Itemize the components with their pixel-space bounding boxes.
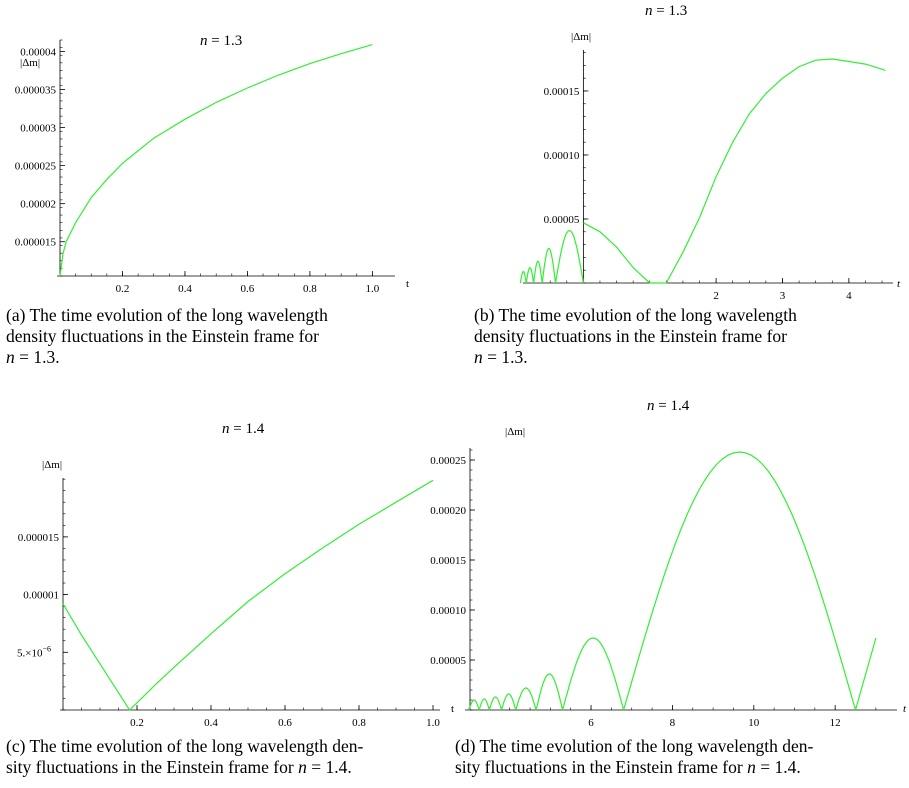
plot-d: n = 1.4 |Δm| t 6 8 10 12 0.00005 0.00010 0.000…	[430, 398, 907, 729]
x-tick-label: 3	[780, 290, 786, 302]
series-line	[583, 58, 886, 284]
series-line	[478, 698, 490, 711]
panel-b: n = 1.3 |Δm| t 2 3 4 0.00005 0.00010 0.00015 …	[459, 0, 909, 390]
x-tick-label: 0.4	[178, 283, 192, 295]
plot-d-xlabel: t	[903, 703, 907, 715]
panel-c: n = 1.4 |Δm| t 0.2 0.4 0.6 0.8 1.0 5.×10−6 0.0…	[0, 390, 454, 788]
caption-d: (d) The time evolution of the long wavel…	[455, 736, 814, 777]
y-tick-label: 0.000015	[18, 532, 60, 544]
plot-a-xlabel: t	[406, 278, 409, 290]
plot-a-title: n = 1.3	[200, 33, 242, 49]
y-tick-label: 0.000025	[15, 161, 57, 173]
series-line	[519, 270, 527, 284]
plot-c-xlabel: t	[451, 703, 454, 715]
plot-b-title: n = 1.3	[645, 3, 687, 19]
panel-d: n = 1.4 |Δm| t 6 8 10 12 0.00005 0.00010 0.000…	[430, 390, 909, 788]
y-tick-label: 0.00003	[20, 123, 56, 135]
x-tick-label: 12	[830, 717, 841, 729]
series-line	[854, 637, 877, 711]
series-line	[562, 637, 625, 711]
y-tick-label: 0.00010	[544, 150, 580, 162]
x-tick-label: 0.6	[241, 283, 255, 295]
y-tick-label: 5.×10−6	[17, 644, 51, 659]
y-tick-label: 0.00005	[544, 214, 580, 226]
series-line	[525, 266, 535, 284]
plot-c-title: n = 1.4	[222, 421, 265, 437]
x-tick-label: 4	[846, 290, 852, 302]
x-tick-label: 0.2	[116, 283, 130, 295]
y-tick-label: 0.00015	[430, 555, 466, 567]
y-tick-label: 0.00020	[430, 505, 466, 517]
plot-d-ylabel: |Δm|	[505, 426, 525, 438]
y-tick-label: 0.00015	[544, 86, 580, 98]
series-line	[515, 687, 537, 711]
y-tick-label: 0.000015	[15, 237, 57, 249]
y-tick-label: 0.00025	[430, 455, 466, 467]
plot-c-ylabel: |Δm|	[42, 459, 62, 471]
plot-a-ylabel: |Δm|	[20, 57, 40, 69]
caption-a: (a) The time evolution of the long wavel…	[6, 305, 328, 367]
y-tick-exponent: −6	[42, 644, 51, 653]
y-tick-label: 0.00002	[20, 199, 56, 211]
series-line	[62, 479, 434, 711]
plot-b: n = 1.3 |Δm| t 2 3 4 0.00005 0.00010 0.00015	[519, 3, 901, 302]
x-tick-label: 0.2	[130, 717, 144, 729]
series-line	[468, 699, 480, 711]
series-line	[554, 229, 584, 284]
plot-d-title: n = 1.4	[647, 398, 690, 414]
series-line	[488, 696, 503, 711]
y-tick-base: 5.×10	[17, 647, 43, 659]
series-line	[535, 673, 564, 711]
y-tick-label: 0.00010	[430, 605, 466, 617]
plot-c: n = 1.4 |Δm| t 0.2 0.4 0.6 0.8 1.0 5.×10−6 0.0…	[17, 421, 454, 729]
series-line	[533, 260, 543, 284]
x-tick-label: 0.4	[204, 717, 218, 729]
x-tick-label: 8	[670, 717, 676, 729]
x-tick-label: 2	[713, 290, 719, 302]
plot-a: n = 1.3 |Δm| t 0.2 0.4 0.6 0.8 1.0 0.000015 0.…	[15, 33, 409, 295]
y-tick-label: 0.000035	[15, 84, 57, 96]
y-tick-label: 0.00004	[20, 46, 56, 58]
series-line	[541, 247, 557, 284]
x-tick-label: 1.0	[426, 717, 440, 729]
plot-b-xlabel: t	[897, 278, 901, 290]
series-line	[623, 451, 857, 711]
plot-b-ylabel: |Δm|	[571, 31, 591, 43]
x-tick-label: 0.8	[303, 283, 317, 295]
x-tick-label: 0.8	[352, 717, 366, 729]
x-tick-label: 1.0	[366, 283, 380, 295]
panel-a: n = 1.3 |Δm| t 0.2 0.4 0.6 0.8 1.0 0.000015 0.…	[0, 0, 450, 390]
caption-b: (b) The time evolution of the long wavel…	[474, 305, 797, 367]
x-tick-label: 0.6	[278, 717, 292, 729]
series-line	[59, 44, 373, 277]
caption-c: (c) The time evolution of the long wavel…	[6, 736, 364, 777]
x-tick-label: 6	[588, 717, 594, 729]
y-tick-label: 0.00005	[430, 655, 466, 667]
x-tick-label: 10	[748, 717, 760, 729]
series-line	[500, 693, 517, 711]
y-tick-label: 0.00001	[23, 590, 59, 602]
